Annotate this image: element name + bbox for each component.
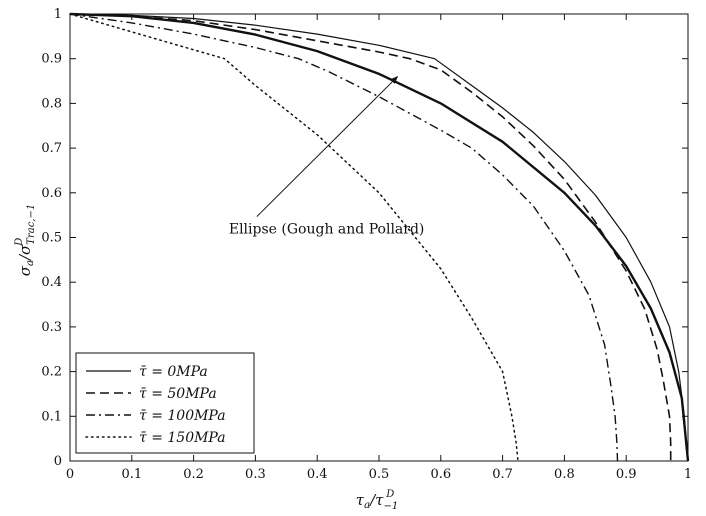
legend-box [75,352,255,454]
y-tick-label: 1 [54,7,62,22]
y-tick-label: 0.3 [41,320,62,335]
y-tick-label: 0.7 [41,141,62,156]
series-line-1 [69,13,672,461]
legend-label-3: τ̄ = 150MPa [139,430,226,446]
x-axis-label: τa/τ−1D [356,489,398,512]
y-tick-label: 0 [54,454,62,469]
legend-label-2: τ̄ = 100MPa [139,408,226,424]
x-tick-label: 0.8 [554,467,575,482]
x-tick-label: 0.9 [616,467,637,482]
legend: τ̄ = 0MPa τ̄ = 50MPa τ̄ = 100MPa τ̄ = 150MP… [75,352,255,454]
x-tick-label: 0 [66,467,74,482]
series-layer [69,12,690,462]
y-tick-label: 0.9 [41,52,62,67]
legend-label-1: τ̄ = 50MPa [139,386,217,402]
annotation-layer: Ellipse (Gough and Pollard) [229,76,425,238]
x-tick-label: 0.3 [245,467,266,482]
x-tick-label: 0.6 [430,467,451,482]
series-line-4 [69,12,690,462]
y-tick-label: 0.2 [41,365,62,380]
y-axis-label: σa/σTrac,−1D [14,204,37,276]
annotation-arrow [256,76,399,217]
y-tick-label: 0.8 [41,96,62,111]
y-tick-label: 0.1 [41,409,62,424]
x-axis: 0 0.1 0.2 0.3 0.4 0.5 0.6 0.7 0.8 0.9 1 [66,14,692,482]
y-tick-label: 0.6 [41,186,62,201]
legend-label-0: τ̄ = 0MPa [139,364,208,380]
x-tick-label: 0.5 [369,467,390,482]
y-tick-label: 0.4 [41,275,62,290]
x-tick-label: 1 [684,467,692,482]
series-line-3 [69,13,519,462]
series-line-2 [69,13,619,462]
x-tick-label: 0.7 [492,467,513,482]
annotation-label: Ellipse (Gough and Pollard) [229,222,425,238]
x-tick-label: 0.2 [183,467,204,482]
x-tick-label: 0.4 [307,467,328,482]
series-line-0 [69,13,689,462]
y-tick-label: 0.5 [41,231,62,246]
x-tick-label: 0.1 [121,467,142,482]
